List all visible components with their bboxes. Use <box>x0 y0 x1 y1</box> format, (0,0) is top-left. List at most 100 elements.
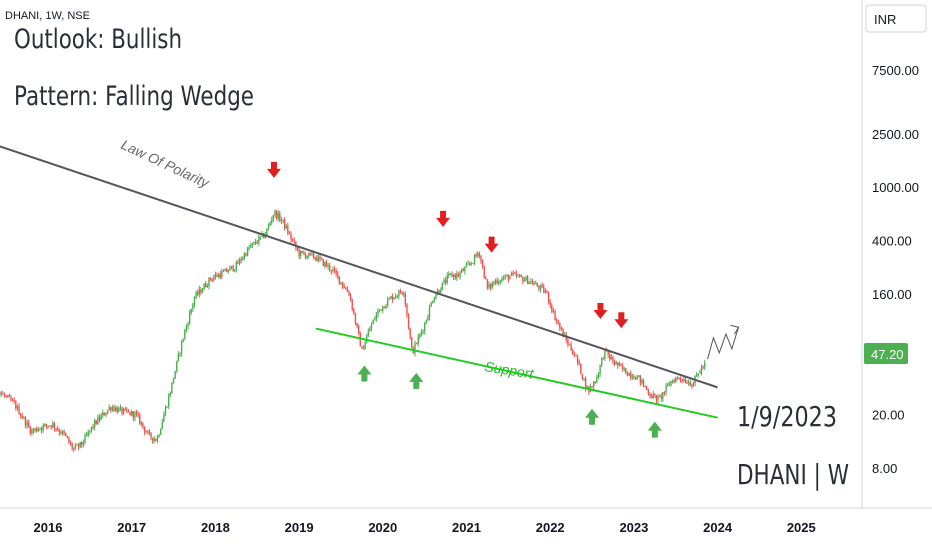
candle <box>340 282 341 285</box>
buy-arrow-icon <box>357 366 371 382</box>
candle <box>94 419 95 431</box>
candle <box>487 279 488 290</box>
candle <box>51 425 52 430</box>
candle <box>545 288 546 293</box>
candle <box>249 245 250 251</box>
candle <box>195 291 196 299</box>
buy-arrow-icon <box>648 422 662 438</box>
candle <box>466 262 467 267</box>
price-axis[interactable]: 7500.002500.001000.00400.00160.0060.0020… <box>872 63 919 476</box>
candle <box>157 435 158 443</box>
candle <box>203 283 204 290</box>
candle <box>107 410 108 415</box>
candle <box>384 306 385 308</box>
candle <box>591 386 592 388</box>
candle <box>521 274 522 277</box>
candle <box>306 255 307 259</box>
candle <box>638 375 639 377</box>
candle <box>619 361 620 366</box>
candle <box>229 265 230 271</box>
candle <box>287 223 288 236</box>
candle <box>350 293 351 302</box>
candle <box>524 277 525 282</box>
candle <box>9 393 10 397</box>
candle <box>480 255 481 264</box>
resistance-label: Law Of Polarity <box>119 136 213 191</box>
candle <box>561 326 562 330</box>
candle <box>541 282 542 288</box>
candle <box>327 263 328 270</box>
candle <box>593 381 594 390</box>
candle <box>89 430 90 435</box>
candle <box>348 290 349 296</box>
projection-path[interactable] <box>708 327 739 359</box>
time-tick-label: 2017 <box>117 520 146 535</box>
candle <box>145 430 146 433</box>
candle <box>10 395 11 402</box>
candle <box>117 406 118 414</box>
candle <box>120 405 121 411</box>
resistance-trendline[interactable] <box>0 132 718 388</box>
candle <box>677 376 678 380</box>
candle <box>664 391 665 396</box>
candle <box>464 266 465 274</box>
candle <box>385 304 386 310</box>
candle <box>76 444 77 446</box>
candle <box>97 415 98 425</box>
currency-box[interactable]: INR <box>866 5 926 32</box>
candle <box>223 269 224 272</box>
candle <box>218 273 219 278</box>
candle <box>559 322 560 331</box>
candle <box>79 442 80 448</box>
time-tick-label: 2021 <box>452 520 481 535</box>
candle <box>155 439 156 442</box>
candle <box>84 433 85 445</box>
candle <box>110 407 111 413</box>
candle <box>332 266 333 272</box>
candle <box>525 275 526 281</box>
candle <box>253 241 254 245</box>
candle <box>247 247 248 256</box>
candle <box>221 269 222 280</box>
candle <box>42 424 43 433</box>
ticker-interval-label: DHANI | W <box>737 458 849 491</box>
buy-arrow-icon <box>409 373 423 389</box>
candle <box>92 424 93 430</box>
candle <box>319 255 320 262</box>
candle <box>323 259 324 267</box>
candle <box>575 354 576 356</box>
candle <box>570 341 571 351</box>
candle <box>105 412 106 417</box>
candle <box>403 291 404 297</box>
time-tick-label: 2024 <box>703 520 733 535</box>
time-tick-label: 2016 <box>34 520 63 535</box>
candle <box>123 408 124 415</box>
candle <box>150 432 151 440</box>
candle <box>554 309 555 320</box>
candle <box>603 357 604 360</box>
candle <box>302 251 303 254</box>
candle <box>215 272 216 280</box>
candle <box>408 313 409 330</box>
candle <box>617 362 618 369</box>
candle <box>615 361 616 365</box>
candle <box>434 297 435 303</box>
candle <box>91 427 92 433</box>
candle <box>672 380 673 384</box>
candle <box>670 381 671 387</box>
candle <box>96 420 97 425</box>
candle <box>633 374 634 379</box>
sell-arrow-icon <box>485 237 499 253</box>
candle <box>284 217 285 231</box>
candle <box>493 281 494 286</box>
candle <box>611 354 612 360</box>
candle <box>7 395 8 398</box>
candle <box>142 422 143 429</box>
candle <box>226 268 227 273</box>
candle <box>550 299 551 308</box>
candle <box>448 271 449 278</box>
candle <box>210 277 211 281</box>
